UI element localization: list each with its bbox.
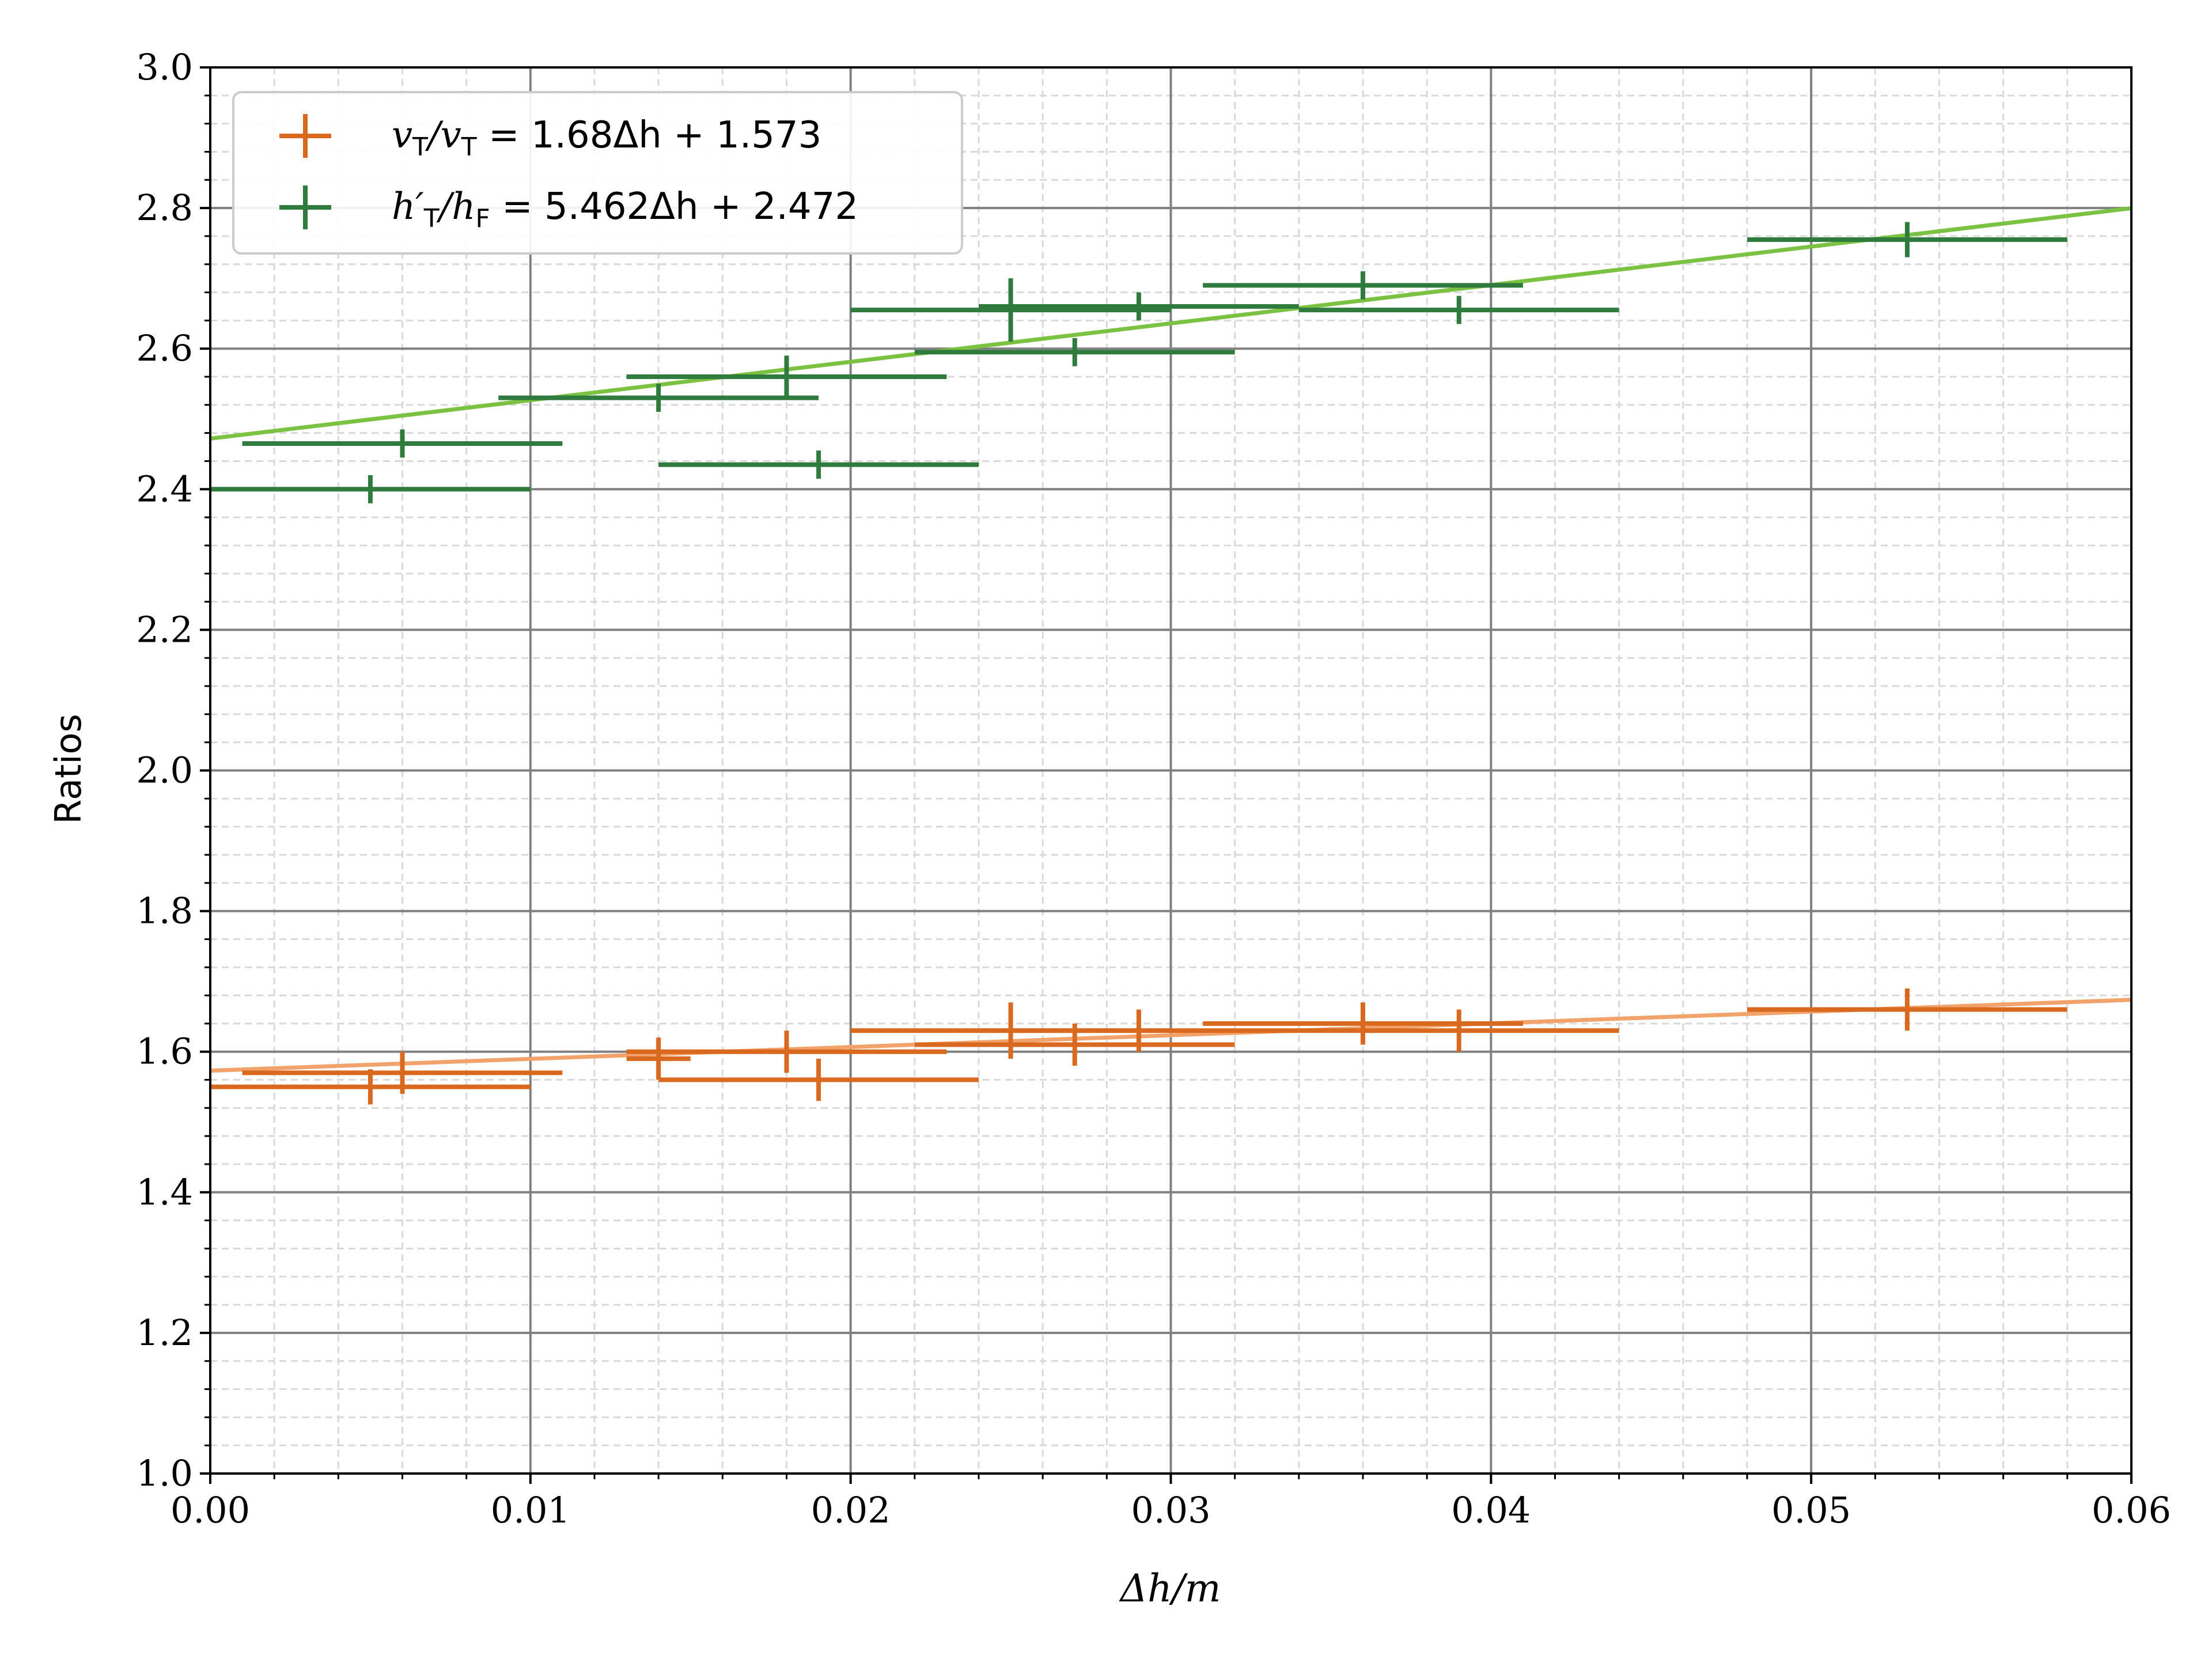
- y-tick-label: 1.2: [136, 1312, 193, 1354]
- data-point-green: [658, 450, 979, 479]
- data-point-orange: [1747, 988, 2067, 1031]
- legend-label-orange: vT/vT = 1.68Δh + 1.573: [392, 114, 821, 162]
- data-point-green: [979, 292, 1299, 321]
- y-tick-label: 1.4: [136, 1171, 193, 1213]
- y-tick-label: 2.0: [136, 749, 193, 791]
- y-tick-label: 2.6: [136, 327, 193, 369]
- legend-marker-orange: [279, 114, 331, 158]
- x-axis-label: Δh/m: [1119, 1566, 1221, 1611]
- x-tick-label: 0.03: [1131, 1489, 1210, 1531]
- data-point-green: [242, 429, 563, 458]
- x-tick-label: 0.05: [1771, 1489, 1851, 1531]
- error-bars: [210, 222, 2067, 1105]
- x-tick-label: 0.04: [1451, 1489, 1531, 1531]
- data-point-orange: [626, 1037, 691, 1080]
- y-tick-label: 3.0: [136, 46, 193, 88]
- data-point-orange: [979, 1009, 1299, 1052]
- data-point-orange: [658, 1058, 979, 1101]
- data-point-orange: [1298, 1009, 1619, 1052]
- legend-label-green: h′T/hF = 5.462Δh + 2.472: [392, 185, 858, 233]
- y-tick-label: 1.6: [136, 1031, 193, 1073]
- y-axis-label: Ratios: [47, 714, 89, 824]
- data-point-green: [210, 475, 531, 503]
- data-point-orange: [626, 1031, 947, 1073]
- y-tick-label: 1.0: [136, 1452, 193, 1494]
- y-tick-label: 2.4: [136, 468, 193, 510]
- legend: vT/vT = 1.68Δh + 1.573 h′T/hF = 5.462Δh …: [232, 91, 963, 255]
- data-point-green: [498, 384, 819, 412]
- data-point-green: [626, 355, 947, 398]
- y-tick-label: 2.8: [136, 187, 193, 229]
- x-tick-label: 0.01: [491, 1489, 570, 1531]
- y-tick-label: 2.2: [136, 608, 193, 650]
- data-point-orange: [1203, 1002, 1523, 1045]
- data-point-orange: [242, 1051, 563, 1094]
- data-point-green: [1298, 296, 1619, 324]
- x-tick-label: 0.02: [811, 1489, 891, 1531]
- data-point-green: [850, 278, 1171, 342]
- fit-line-green: [210, 206, 2132, 441]
- tick-labels: 0.00 0.01 0.02 0.03 0.04 0.05 0.06 1.0 1.2 1.4 1.6…: [136, 46, 2171, 1531]
- x-tick-label: 0.00: [171, 1489, 250, 1531]
- legend-entry-orange: vT/vT = 1.68Δh + 1.573: [279, 114, 821, 162]
- data-point-orange: [210, 1069, 531, 1105]
- data-point-green: [1203, 271, 1523, 300]
- legend-entry-green: h′T/hF = 5.462Δh + 2.472: [279, 185, 858, 233]
- data-point-green: [1747, 222, 2067, 257]
- legend-marker-green: [279, 185, 331, 229]
- x-tick-label: 0.06: [2092, 1489, 2171, 1531]
- legend-box: [232, 91, 963, 255]
- y-tick-label: 1.8: [136, 890, 193, 932]
- axis-ticks: [200, 66, 2133, 1484]
- data-point-green: [914, 338, 1235, 366]
